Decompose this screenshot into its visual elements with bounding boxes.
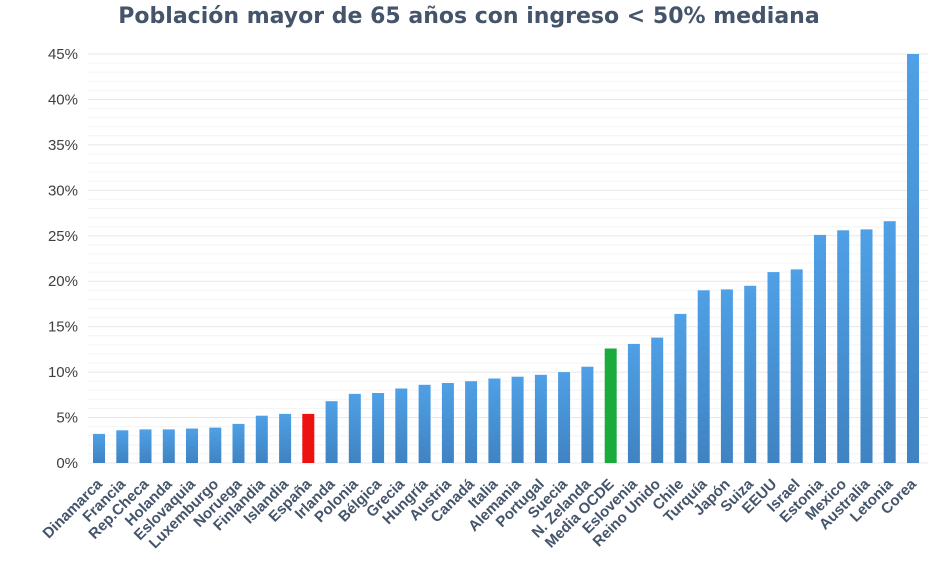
bar [558,372,571,463]
bar [162,429,175,463]
bar [837,230,850,463]
bar [302,413,315,463]
y-tick-label: 20% [48,273,78,290]
bar [372,393,385,463]
bar [883,221,896,463]
bar [720,289,733,463]
y-tick-label: 35% [48,137,78,154]
bar [279,413,292,463]
bar [209,427,222,463]
bar [395,388,408,463]
bar [116,430,129,463]
bar [534,374,547,463]
y-tick-label: 40% [48,91,78,108]
bar [418,384,431,463]
bar [232,423,245,463]
bar [348,393,361,463]
bar [744,285,757,463]
bar [651,337,664,463]
bar [860,229,873,463]
bar [790,269,803,463]
bar [139,429,152,463]
chart-title: Población mayor de 65 años con ingreso <… [118,4,820,29]
bar [814,234,826,463]
bar [255,415,268,463]
y-tick-label: 0% [56,455,78,472]
bar [907,54,919,463]
bar [465,381,478,463]
bar [604,348,617,463]
bar [511,376,524,463]
bar [697,290,710,463]
y-tick-label: 10% [48,364,78,381]
bar [581,366,594,463]
bar [627,343,640,463]
bar [325,401,338,463]
y-tick-label: 25% [48,228,78,245]
y-tick-label: 5% [56,410,78,427]
bar [186,428,198,463]
bar [674,313,687,463]
bar [441,383,454,463]
y-tick-label: 45% [48,46,78,63]
y-tick-label: 30% [48,182,78,199]
bar [93,433,105,463]
bar [488,378,501,463]
y-tick-label: 15% [48,319,78,336]
bar [767,272,780,463]
